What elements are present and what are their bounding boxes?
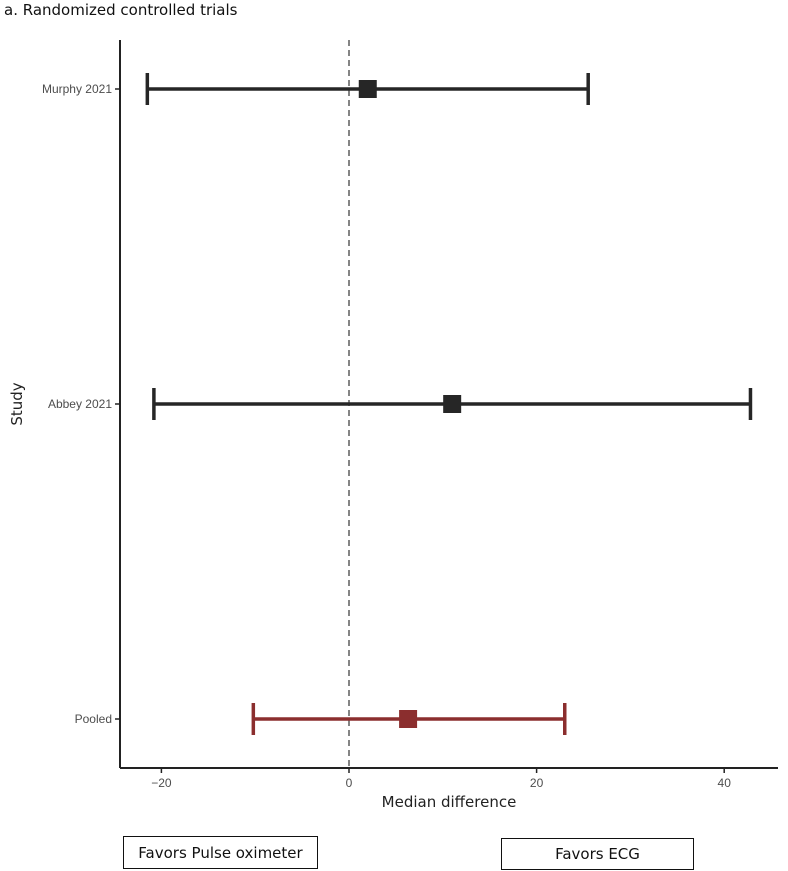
plot-marks bbox=[147, 40, 750, 768]
point-estimate bbox=[399, 710, 417, 728]
x-tick-label: −20 bbox=[151, 776, 172, 790]
x-axis-title: Median difference bbox=[382, 793, 517, 811]
y-axis-title: Study bbox=[8, 382, 26, 425]
forest-plot: −20 0 20 40 Murphy 2021 Abbey 2021 Pooled Medi… bbox=[0, 0, 788, 830]
x-tick-label: 0 bbox=[346, 776, 353, 790]
favors-ecg-box: Favors ECG bbox=[501, 838, 694, 870]
point-estimate bbox=[443, 395, 461, 413]
point-estimate bbox=[359, 80, 377, 98]
y-tick-label: Murphy 2021 bbox=[42, 82, 112, 96]
y-tick-label: Abbey 2021 bbox=[48, 397, 112, 411]
y-tick-label: Pooled bbox=[75, 712, 112, 726]
x-tick-label: 20 bbox=[530, 776, 544, 790]
x-tick-label: 40 bbox=[718, 776, 732, 790]
favors-pulse-oximeter-box: Favors Pulse oximeter bbox=[123, 836, 318, 869]
